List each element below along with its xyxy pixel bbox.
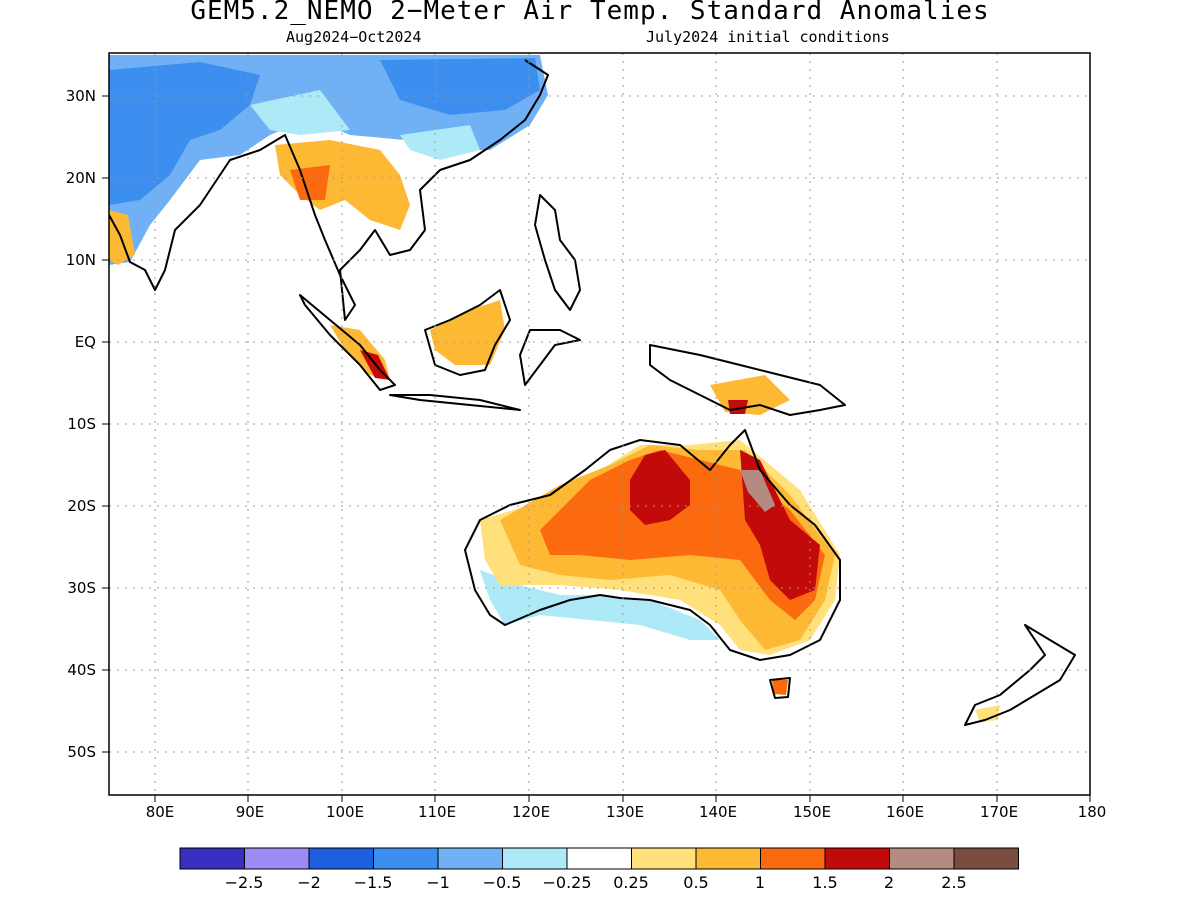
anomaly-field bbox=[109, 55, 1000, 722]
lat-label-20s: 20S bbox=[67, 497, 96, 515]
colorbar-swatch bbox=[373, 847, 439, 870]
anomaly-cold-asia-weak bbox=[250, 90, 350, 135]
lon-label-90e: 90E bbox=[235, 803, 265, 821]
colorbar-swatch bbox=[953, 847, 1019, 870]
lat-label-30n: 30N bbox=[65, 87, 96, 105]
colorbar-swatch bbox=[244, 847, 310, 870]
colorbar-label: −2 bbox=[297, 873, 321, 892]
map-frame bbox=[108, 52, 1091, 796]
anomaly-warm-india-west bbox=[109, 210, 135, 265]
colorbar-label: 0.25 bbox=[613, 873, 649, 892]
anomaly-cold-asia-strong-2 bbox=[380, 58, 540, 115]
anomaly-australia-cool-south bbox=[480, 570, 720, 640]
lat-label-50s: 50S bbox=[67, 743, 96, 761]
coast-sulawesi bbox=[519, 329, 581, 386]
initial-conditions: July2024 initial conditions bbox=[646, 28, 890, 46]
coast-philippines bbox=[534, 194, 581, 311]
colorbar-swatch bbox=[889, 847, 955, 870]
colorbar-swatch bbox=[824, 847, 890, 870]
lat-label-40s: 40S bbox=[67, 661, 96, 679]
colorbar-label: 1 bbox=[754, 873, 766, 892]
forecast-period: Aug2024−Oct2024 bbox=[286, 28, 422, 46]
colorbar bbox=[179, 847, 1019, 870]
coast-tasmania bbox=[769, 677, 791, 699]
lon-label-140e: 140E bbox=[698, 803, 738, 821]
colorbar-swatch bbox=[566, 847, 632, 870]
graticule bbox=[109, 53, 1090, 795]
coast-australia bbox=[464, 429, 841, 661]
lat-label-10n: 10N bbox=[65, 251, 96, 269]
colorbar-swatch bbox=[760, 847, 826, 870]
colorbar-swatch bbox=[695, 847, 761, 870]
coast-java bbox=[389, 394, 521, 411]
anomaly-warm-borneo bbox=[430, 300, 505, 365]
colorbar-label: −1.5 bbox=[353, 873, 393, 892]
colorbar-label: −2.5 bbox=[224, 873, 264, 892]
coast-new-guinea bbox=[649, 344, 846, 416]
coastlines bbox=[109, 59, 1076, 726]
lon-label-150e: 150E bbox=[792, 803, 832, 821]
lat-label-10s: 10S bbox=[67, 415, 96, 433]
anomaly-warm-png bbox=[710, 375, 790, 415]
colorbar-label: 2.5 bbox=[941, 873, 967, 892]
lat-label-eq: EQ bbox=[74, 333, 96, 351]
coast-india-indochina bbox=[109, 59, 549, 321]
anomaly-tasmania bbox=[772, 680, 788, 695]
lon-label-180: 180 bbox=[1077, 803, 1107, 821]
colorbar-label: 0.5 bbox=[683, 873, 709, 892]
colorbar-label: −0.5 bbox=[482, 873, 522, 892]
colorbar-label: 2 bbox=[883, 873, 895, 892]
lon-label-120e: 120E bbox=[511, 803, 551, 821]
lat-label-30s: 30S bbox=[67, 579, 96, 597]
lat-label-20n: 20N bbox=[65, 169, 96, 187]
coast-sumatra bbox=[299, 294, 396, 391]
anomaly-cold-china-edge bbox=[400, 125, 480, 160]
colorbar-label: 1.5 bbox=[812, 873, 838, 892]
lon-label-160e: 160E bbox=[885, 803, 925, 821]
lon-label-100e: 100E bbox=[325, 803, 365, 821]
lon-label-170e: 170E bbox=[979, 803, 1019, 821]
coast-borneo bbox=[424, 289, 511, 376]
map-title: GEM5.2_NEMO 2−Meter Air Temp. Standard A… bbox=[190, 0, 990, 26]
anomaly-warm-myanmar bbox=[290, 165, 330, 200]
lon-label-110e: 110E bbox=[417, 803, 457, 821]
colorbar-swatch bbox=[631, 847, 697, 870]
colorbar-label: −1 bbox=[426, 873, 450, 892]
axis-ticks bbox=[102, 95, 1091, 802]
colorbar-swatch bbox=[308, 847, 374, 870]
colorbar-swatch bbox=[179, 847, 245, 870]
colorbar-swatch bbox=[502, 847, 568, 870]
anomaly-nz bbox=[975, 705, 1000, 722]
colorbar-swatch bbox=[437, 847, 503, 870]
anomaly-australia-brown bbox=[740, 470, 775, 512]
lon-label-80e: 80E bbox=[145, 803, 175, 821]
lon-label-130e: 130E bbox=[605, 803, 645, 821]
anomaly-warm-indochina bbox=[275, 140, 410, 230]
anomaly-cold-asia-strong bbox=[109, 62, 260, 205]
colorbar-label: −0.25 bbox=[542, 873, 592, 892]
